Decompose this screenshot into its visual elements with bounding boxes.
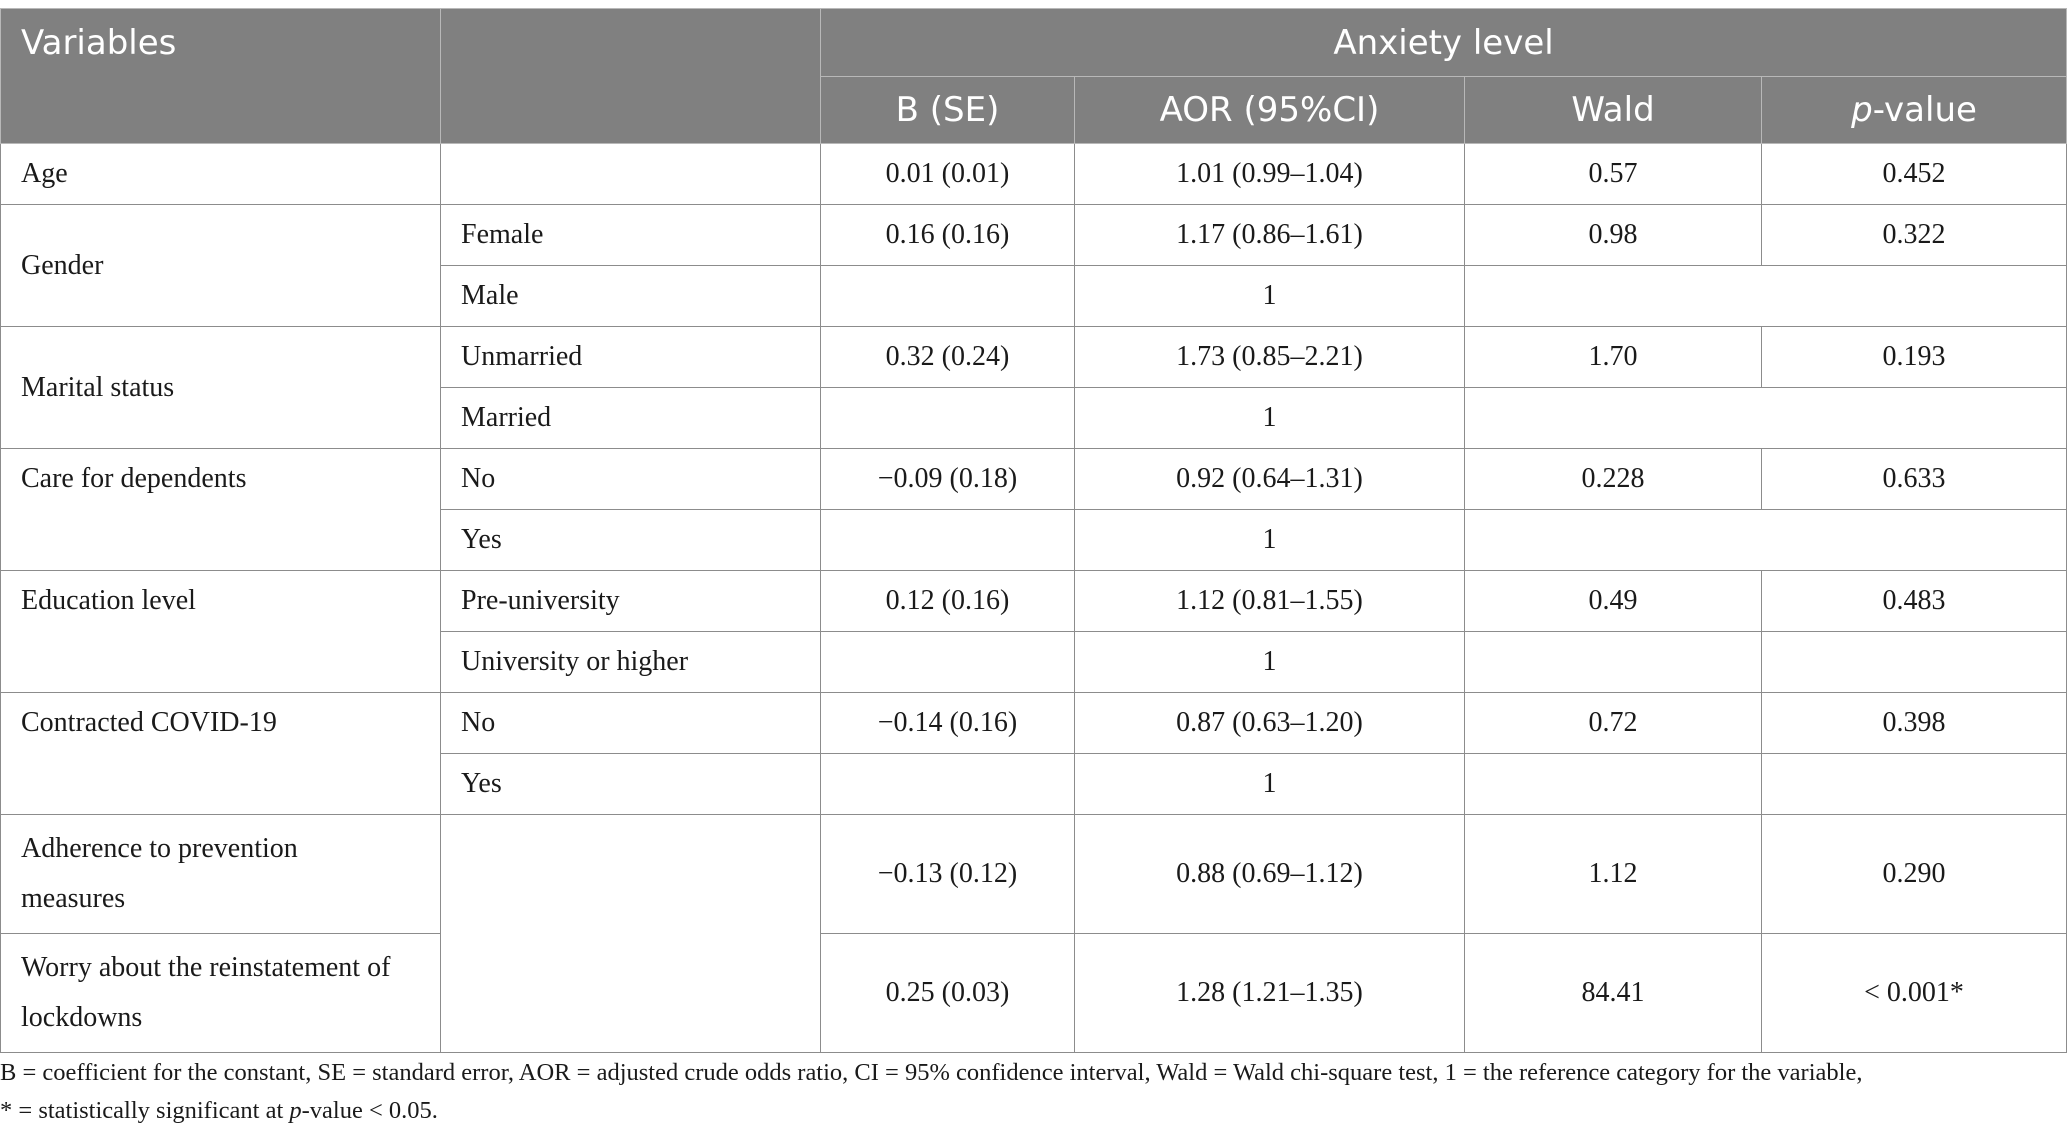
table-row: Yes 1 (1, 509, 2067, 571)
wald-cell: 0.57 (1464, 143, 1762, 205)
aor-cell: 0.88 (0.69–1.12) (1074, 814, 1465, 934)
wald-cell: 1.70 (1464, 326, 1762, 388)
aor-cell: 1 (1074, 631, 1465, 693)
variable-education-level: Education level (0, 570, 441, 693)
variable-adherence: Adherence to prevention measures (0, 814, 441, 934)
wald-cell: 0.49 (1464, 570, 1762, 632)
aor-cell: 1 (1074, 753, 1465, 815)
table-row: Age 0.01 (0.01) 1.01 (0.99–1.04) 0.57 0.… (0, 143, 2067, 205)
variable-marital-status: Marital status (0, 326, 441, 449)
aor-cell: 1.28 (1.21–1.35) (1074, 933, 1465, 1053)
b-se-cell: −0.14 (0.16) (820, 692, 1075, 754)
table-row: Yes 1 (1, 753, 2067, 815)
aor-cell: 0.92 (0.64–1.31) (1074, 448, 1465, 510)
header-subcategory (440, 8, 821, 144)
footnote-line-1: B = coefficient for the constant, SE = s… (0, 1059, 1863, 1086)
wald-cell: 0.72 (1464, 692, 1762, 754)
aor-cell: 1 (1074, 265, 1465, 327)
wald-cell: 84.41 (1464, 933, 1762, 1053)
b-se-cell: −0.13 (0.12) (820, 814, 1075, 934)
aor-cell: 1.73 (0.85–2.21) (1074, 326, 1465, 388)
category-label: Pre-university (440, 570, 821, 632)
p-value-cell: 0.633 (1760, 448, 2067, 510)
table-row: Contracted COVID-19 No −0.14 (0.16) 0.87… (0, 692, 2067, 815)
p-value-cell: 0.193 (1760, 326, 2067, 388)
aor-cell: 1 (1074, 509, 1465, 571)
aor-cell: 1 (1074, 387, 1465, 449)
table-row: Adherence to prevention measures −0.13 (0… (0, 814, 2067, 1053)
table-body: Age 0.01 (0.01) 1.01 (0.99–1.04) 0.57 0.… (0, 143, 2067, 1053)
table-footnote: B = coefficient for the constant, SE = s… (0, 1054, 2060, 1130)
header-aor: AOR (95%CI) (1074, 76, 1465, 144)
aor-cell: 1.01 (0.99–1.04) (1074, 143, 1465, 205)
wald-cell: 1.12 (1464, 814, 1762, 934)
category-label: No (440, 448, 821, 510)
table-row: University or higher 1 (1, 631, 2067, 693)
category-label: Male (440, 265, 821, 327)
header-b-se: B (SE) (820, 76, 1075, 144)
table-row: Care for dependents No −0.09 (0.18) 0.92… (0, 448, 2067, 571)
variable-contracted-covid: Contracted COVID-19 (0, 692, 441, 815)
regression-table: Variables Anxiety level B (SE) AOR (95%C… (0, 8, 2067, 1053)
header-p-value: p-value (1760, 76, 2067, 144)
b-se-cell: 0.32 (0.24) (820, 326, 1075, 388)
category-label: Female (440, 204, 821, 266)
b-se-cell: 0.25 (0.03) (820, 933, 1075, 1053)
footnote-line-2: * = statistically significant at p-value… (0, 1097, 438, 1124)
variable-gender: Gender (0, 204, 441, 327)
table-row: Gender Female 0.16 (0.16) 1.17 (0.86–1.6… (0, 204, 2067, 327)
b-se-cell: −0.09 (0.18) (820, 448, 1075, 510)
category-label: University or higher (440, 631, 821, 693)
p-value-cell: 0.452 (1760, 143, 2067, 205)
p-value-cell: 0.483 (1760, 570, 2067, 632)
b-se-cell: 0.16 (0.16) (820, 204, 1075, 266)
p-value-cell: 0.398 (1760, 692, 2067, 754)
category-label: No (440, 692, 821, 754)
header-anxiety-level: Anxiety level (819, 8, 2067, 77)
p-value-cell: < 0.001* (1760, 933, 2067, 1053)
aor-cell: 1.17 (0.86–1.61) (1074, 204, 1465, 266)
variable-care-for-dependents: Care for dependents (0, 448, 441, 571)
table-header: Variables Anxiety level B (SE) AOR (95%C… (0, 8, 2067, 144)
category-label: Married (440, 387, 821, 449)
p-value-cell: 0.290 (1760, 814, 2067, 934)
variable-age: Age (0, 143, 441, 205)
category-label: Yes (440, 753, 821, 815)
category-label: Yes (440, 509, 821, 571)
wald-cell: 0.228 (1464, 448, 1762, 510)
header-variables: Variables (0, 8, 441, 144)
aor-cell: 0.87 (0.63–1.20) (1074, 692, 1465, 754)
b-se-cell: 0.01 (0.01) (820, 143, 1075, 205)
table-row: Worry about the reinstatement of lockdown… (0, 933, 2067, 1053)
variable-worry-lockdowns: Worry about the reinstatement of lockdown… (0, 933, 441, 1053)
table-row: Education level Pre-university 0.12 (0.1… (0, 570, 2067, 693)
wald-cell: 0.98 (1464, 204, 1762, 266)
table-row: Marital status Unmarried 0.32 (0.24) 1.7… (0, 326, 2067, 449)
table-container: Variables Anxiety level B (SE) AOR (95%C… (0, 8, 2067, 1053)
p-value-cell: 0.322 (1760, 204, 2067, 266)
category-label: Unmarried (440, 326, 821, 388)
b-se-cell: 0.12 (0.16) (820, 570, 1075, 632)
aor-cell: 1.12 (0.81–1.55) (1074, 570, 1465, 632)
header-wald: Wald (1464, 76, 1762, 144)
